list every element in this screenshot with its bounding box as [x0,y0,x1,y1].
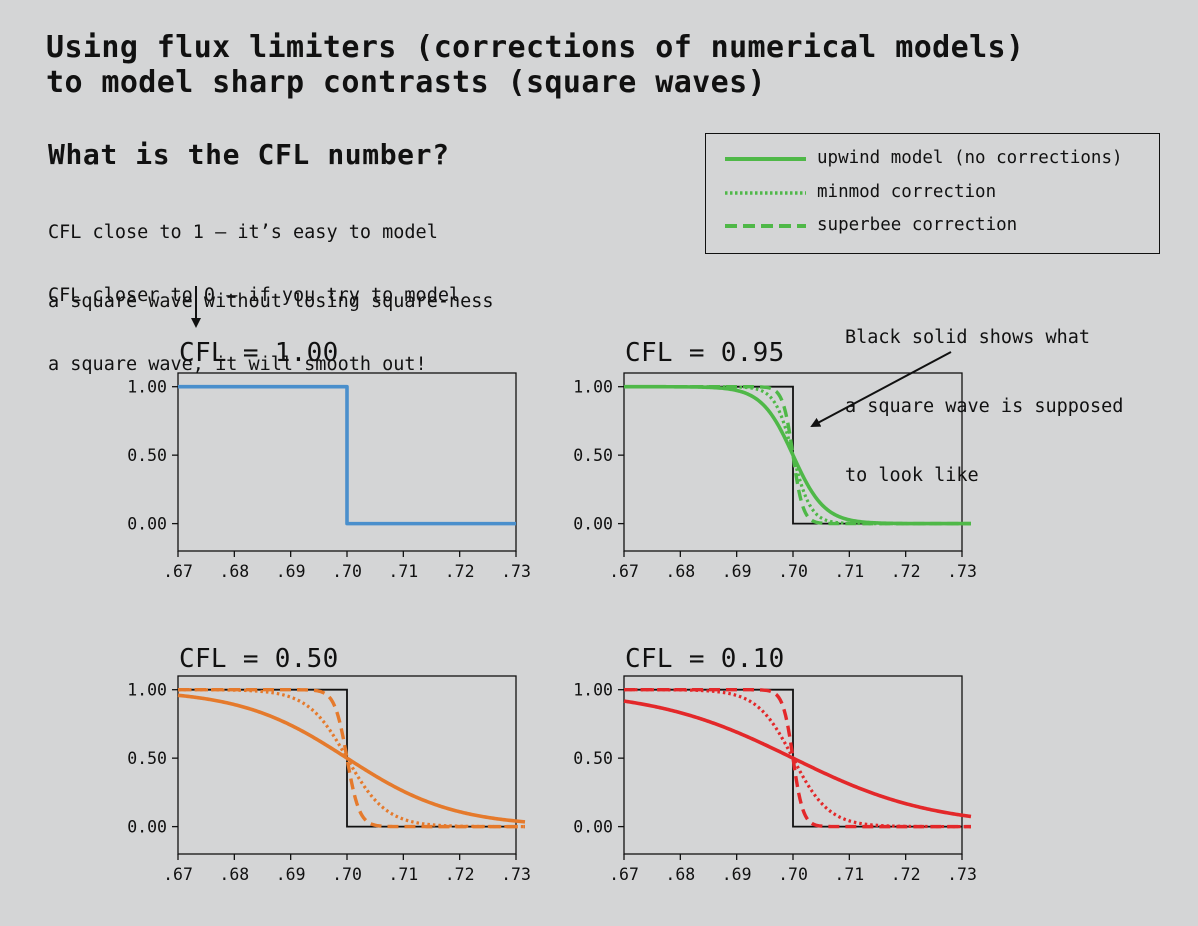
note-cfl-close-to-1: CFL close to 1 – it’s easy to model a sq… [48,175,494,336]
annotation-line: a square wave is supposed [845,396,1124,417]
x-tick-label: .71 [388,562,418,581]
legend-label: upwind model (no corrections) [817,148,1123,168]
x-tick-label: .68 [219,562,249,581]
y-tick-label: 0.50 [127,446,167,465]
title-line-1: Using flux limiters (corrections of nume… [46,30,1025,65]
x-tick-label: .73 [501,562,531,581]
x-tick-label: .67 [609,865,639,884]
note-line: CFL close to 1 – it’s easy to model [48,222,438,243]
legend-swatch-solid [725,157,806,161]
x-tick-label: .70 [778,865,808,884]
y-tick-label: 1.00 [573,681,613,700]
x-tick-label: .67 [163,562,193,581]
y-tick-label: 0.00 [127,515,167,534]
series-line-solid [177,693,526,824]
series-line-dotted [623,385,972,526]
chart-cfl-0-10: .67 .68 .69 .70 .71 .72 .73 0.00 0.50 1.00 [573,675,977,884]
y-tick-label: 0.50 [573,749,613,768]
x-tick-label: .68 [665,562,695,581]
x-tick-label: .67 [609,562,639,581]
legend-swatch-dashed [725,224,806,228]
x-tick-label: .73 [947,562,977,581]
pointer-arrow-icon [810,351,952,427]
y-tick-label: 0.50 [127,749,167,768]
x-tick-label: .67 [163,865,193,884]
series-line-dashed [623,687,972,829]
x-tick-label: .72 [891,562,921,581]
x-tick-label: .72 [445,562,475,581]
x-tick-label: .72 [445,865,475,884]
y-tick-label: 0.00 [573,515,613,534]
series-line-dotted [623,688,972,829]
legend-item-minmod: minmod correction [722,180,1152,204]
legend-swatch-dotted [725,191,806,195]
x-tick-label: .69 [722,865,752,884]
series-line-solid [623,384,972,526]
note-cfl-close-to-0: CFL closer to 0 – if you try to model a … [48,238,460,399]
panel-title-cfl-0-95: CFL = 0.95 [625,338,785,368]
series-line-solid [178,384,516,526]
x-tick-label: .70 [778,562,808,581]
y-tick-label: 0.50 [573,446,613,465]
series-line-dotted [177,688,526,829]
cfl-heading: What is the CFL number? [48,138,450,171]
y-tick-label: 1.00 [127,681,167,700]
x-tick-label: .70 [332,865,362,884]
note-line: a square wave, it will smooth out! [48,354,427,375]
x-tick-label: .69 [276,865,306,884]
x-tick-label: .68 [665,865,695,884]
series-line-dashed [623,384,972,526]
x-tick-label: .68 [219,865,249,884]
x-tick-label: .69 [276,562,306,581]
series-line-solid [623,699,972,819]
page-title: Using flux limiters (corrections of nume… [46,30,1024,100]
legend-item-superbee: superbee correction [722,213,1152,237]
y-tick-label: 0.00 [573,818,613,837]
note-line: CFL closer to 0 – if you try to model [48,285,461,306]
y-tick-label: 0.00 [127,818,167,837]
note-line: a square wave without losing square-ness [48,291,494,312]
y-tick-label: 1.00 [573,378,613,397]
panel-title-cfl-1-00: CFL = 1.00 [179,338,339,368]
legend-label: minmod correction [817,182,997,202]
chart-cfl-0-95: .67 .68 .69 .70 .71 .72 .73 0.00 0.50 1.00 [573,372,977,581]
series-line-dashed [177,687,526,829]
chart-cfl-0-50: .67 .68 .69 .70 .71 .72 .73 0.00 0.50 1.00 [127,675,531,884]
x-tick-label: .73 [501,865,531,884]
annotation-line: to look like [845,465,979,486]
title-line-2: to model sharp contrasts (square waves) [46,65,766,100]
x-tick-label: .71 [834,865,864,884]
x-tick-label: .73 [947,865,977,884]
annotation-line: Black solid shows what [845,327,1091,348]
x-tick-label: .71 [388,865,418,884]
panel-title-cfl-0-10: CFL = 0.10 [625,644,785,674]
x-tick-label: .71 [834,562,864,581]
legend-item-upwind: upwind model (no corrections) [722,146,1152,170]
annotation-square-wave: Black solid shows what a square wave is … [845,280,1123,510]
legend: upwind model (no corrections) minmod cor… [705,133,1160,254]
x-tick-label: .69 [722,562,752,581]
panel-title-cfl-0-50: CFL = 0.50 [179,644,339,674]
y-tick-label: 1.00 [127,378,167,397]
legend-label: superbee correction [817,215,1018,235]
x-tick-label: .72 [891,865,921,884]
chart-cfl-1-00: .67 .68 .69 .70 .71 .72 .73 0.00 0.50 1.00 [127,372,531,581]
x-tick-label: .70 [332,562,362,581]
